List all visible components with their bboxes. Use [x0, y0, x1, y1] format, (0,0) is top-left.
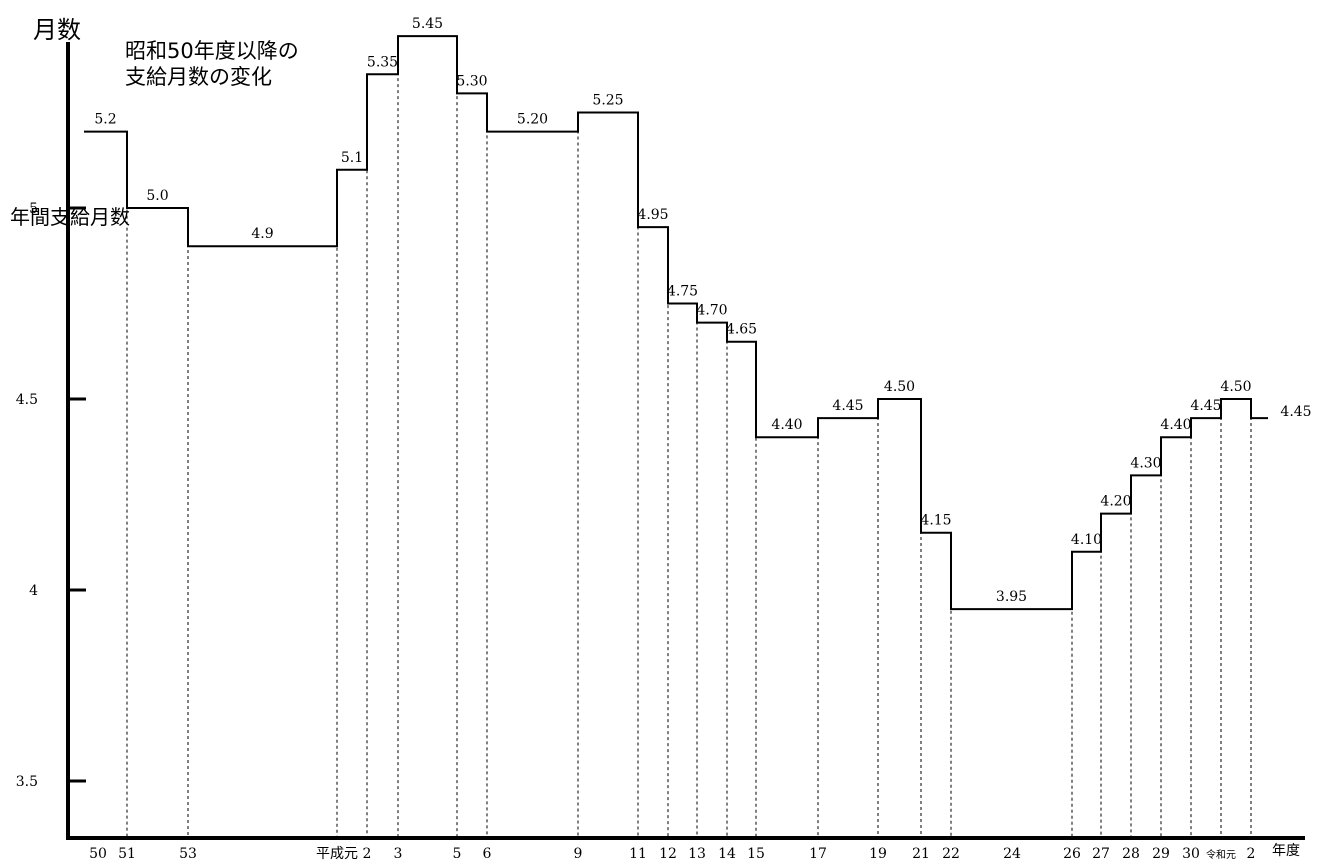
- x-tick-label: 28: [1122, 846, 1140, 862]
- data-label: 4.30: [1130, 455, 1161, 471]
- data-label: 5.35: [367, 54, 398, 70]
- x-tick-label: 27: [1092, 846, 1110, 862]
- x-tick-label: 21: [912, 846, 930, 862]
- x-tick-label: 9: [574, 846, 583, 862]
- data-label: 4.10: [1071, 532, 1102, 548]
- data-label: 4.9: [251, 226, 273, 242]
- data-label: 4.70: [696, 303, 727, 319]
- x-tick-label: 19: [869, 846, 887, 862]
- data-label: 4.95: [637, 207, 668, 223]
- data-label: 4.20: [1100, 494, 1131, 510]
- chart-title: 昭和50年度以降の 支給月数の変化: [125, 38, 299, 90]
- data-label: 3.95: [996, 589, 1027, 605]
- chart-title-line-1: 昭和50年度以降の: [125, 39, 299, 63]
- data-label: 5.2: [94, 112, 116, 128]
- x-axis-unit-label: 年度: [1272, 843, 1300, 859]
- x-tick-label: 2: [363, 846, 372, 862]
- y-tick-label: 4: [29, 583, 38, 599]
- data-label: 4.45: [1190, 398, 1221, 414]
- x-tick-label: 14: [718, 846, 736, 862]
- x-tick-label: 24: [1003, 846, 1021, 862]
- data-label: 4.75: [667, 284, 698, 300]
- data-label: 5.0: [146, 188, 168, 204]
- data-label: 4.45: [1280, 404, 1311, 420]
- x-tick-label: 29: [1152, 846, 1170, 862]
- x-tick-label: 22: [942, 846, 960, 862]
- x-tick-label: 12: [659, 846, 677, 862]
- data-label: 5.30: [456, 73, 487, 89]
- x-tick-label: 51: [118, 846, 136, 862]
- x-tick-label: 50: [89, 846, 107, 862]
- y-axis-top-label: 月数: [33, 16, 81, 44]
- y-tick-label: 4.5: [16, 392, 38, 408]
- chart-title-line-2: 支給月数の変化: [125, 65, 272, 89]
- x-tick-label: 30: [1182, 846, 1200, 862]
- x-tick-label: 15: [747, 846, 765, 862]
- data-label: 5.1: [341, 150, 363, 166]
- x-tick-label: 3: [394, 846, 403, 862]
- data-label: 4.50: [884, 379, 915, 395]
- x-tick-label: 5: [453, 846, 462, 862]
- data-label: 4.15: [920, 513, 951, 529]
- x-tick-label: 53: [179, 846, 197, 862]
- y-axis-side-label: 年間支給月数: [10, 202, 130, 232]
- x-tick-label: 26: [1063, 846, 1081, 862]
- x-tick-label: 6: [483, 846, 492, 862]
- data-label: 5.45: [412, 16, 443, 32]
- x-tick-label: 2: [1247, 846, 1256, 862]
- y-tick-label: 3.5: [16, 774, 38, 790]
- data-label: 4.40: [1160, 417, 1191, 433]
- x-tick-label: 令和元: [1206, 848, 1236, 861]
- data-label: 4.45: [832, 398, 863, 414]
- x-tick-label: 17: [809, 846, 827, 862]
- data-label: 5.20: [517, 112, 548, 128]
- y-tick-label: 5: [29, 201, 38, 217]
- x-tick-label: 平成元: [316, 846, 358, 862]
- data-label: 4.40: [771, 417, 802, 433]
- data-label: 5.25: [592, 93, 623, 109]
- x-tick-label: 11: [629, 846, 647, 862]
- data-label: 4.50: [1220, 379, 1251, 395]
- step-series-line: [84, 35, 1268, 611]
- x-tick-label: 13: [688, 846, 706, 862]
- data-label: 4.65: [726, 322, 757, 338]
